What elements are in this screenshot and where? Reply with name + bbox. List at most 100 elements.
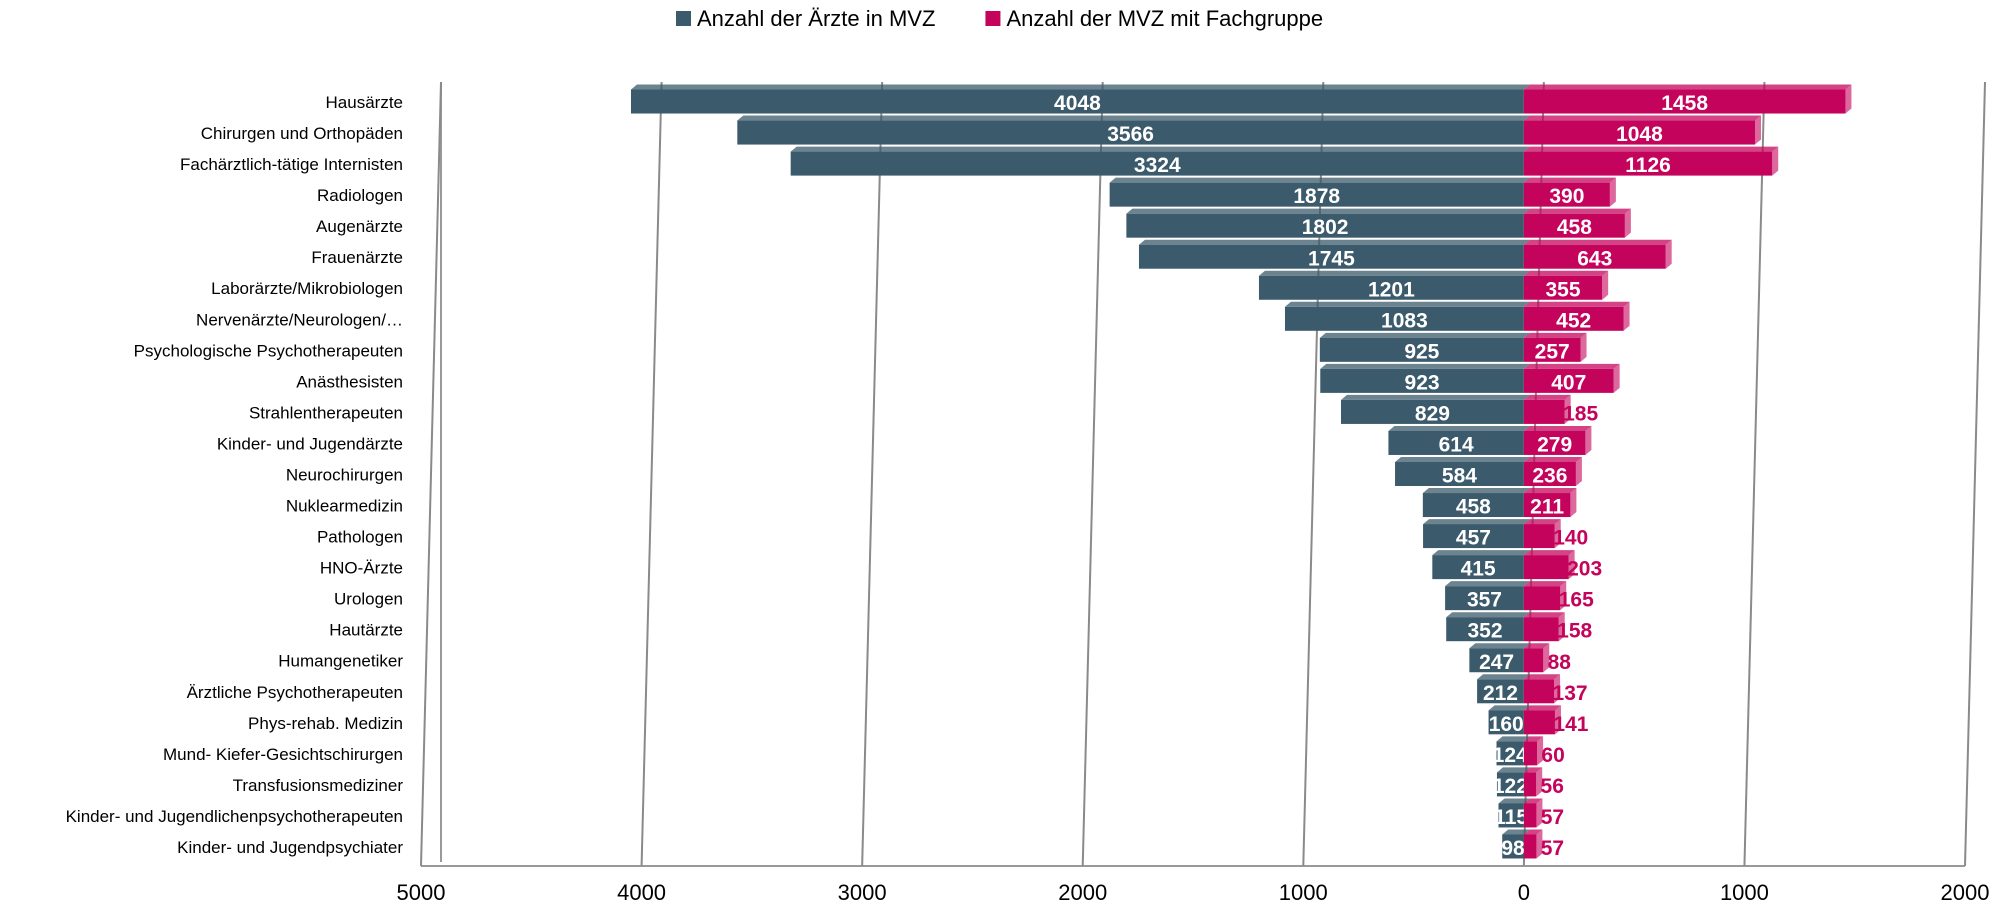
bar-side [1624,208,1631,238]
bar-top [1523,705,1561,711]
grid-line [420,81,442,867]
bar [1446,617,1524,642]
x-tick-label: 4000 [617,880,666,905]
legend-swatch [985,11,1001,26]
bar-side [1536,798,1543,828]
data-label: 257 [1535,340,1570,363]
category-label: Nervenärzte/Neurologen/… [196,310,403,329]
data-label: 1201 [1368,278,1415,301]
bar [1523,679,1555,704]
bar-top [1523,301,1630,307]
data-label: 60 [1541,744,1564,767]
category-label: Nuklearmedizin [286,497,403,516]
bar [1423,524,1524,549]
bar [1523,617,1559,642]
data-label: 1802 [1302,216,1349,239]
bar-top [1395,457,1530,462]
category-label: Kinder- und Jugendpsychiater [177,838,403,857]
bar [1523,462,1576,486]
bar [1422,493,1524,518]
bar-top [1523,457,1582,462]
bar [1523,741,1538,766]
bar-top [1126,208,1530,214]
bar [1341,399,1524,424]
grid-line [861,81,884,867]
category-label: Phys-rehab. Medizin [248,714,403,733]
data-label: 584 [1442,465,1477,488]
bar-top [790,146,1530,152]
data-label: 357 [1467,589,1502,612]
bar-top [1523,84,1852,90]
data-label: 3324 [1134,154,1181,177]
legend-swatch [676,11,691,26]
bar [1320,368,1524,393]
category-label: Ärztliche Psychotherapeuten [187,683,403,702]
data-label: 88 [1548,651,1572,674]
bar-top [1422,488,1530,494]
bar-top [630,84,1530,90]
category-label: Kinder- und Jugendlichenpsychotherapeute… [66,807,403,826]
x-tick-label: 5000 [397,880,446,905]
category-label: Anästhesisten [296,372,403,391]
data-label: 407 [1551,371,1586,394]
bar [1388,430,1524,455]
bar [1523,275,1603,300]
bar-top [1523,736,1544,742]
data-label: 614 [1439,434,1474,457]
bar-top [1523,146,1779,152]
data-label: 279 [1537,434,1572,457]
bar [1523,337,1581,362]
bar-top [1523,581,1567,587]
bar-top [1258,270,1530,276]
bar [1523,368,1614,393]
category-label: Chirurgen und Orthopäden [201,124,403,143]
category-label: Strahlentherapeuten [249,403,403,422]
data-label: 829 [1415,402,1450,425]
category-label: Kinder- und Jugendärzte [217,434,403,453]
data-label: 458 [1456,496,1491,519]
bar-top [1320,363,1530,369]
bar-top [1109,177,1530,183]
bar [1523,306,1624,331]
bar [1523,213,1625,238]
bar-side [1536,767,1543,797]
legend-label: Anzahl der Ärzte in MVZ [697,6,935,31]
bar-top [1523,270,1609,276]
bar-top [1523,829,1543,835]
bar-side [1536,829,1543,859]
x-tick-label: 2000 [1058,880,1107,905]
data-label: 160 [1489,713,1524,736]
bar-top [1488,705,1530,711]
data-label: 158 [1557,620,1592,643]
data-label: 3566 [1107,123,1154,146]
data-label: 57 [1541,837,1564,860]
bar [1523,182,1610,207]
bar [630,89,1524,114]
bar [1523,772,1537,797]
bar [1523,803,1537,828]
bar-top [1523,612,1565,618]
bar [1496,772,1524,797]
grid-line [1743,81,1766,867]
bar [1523,430,1586,455]
bar-top [1341,394,1530,400]
category-label: Urologen [334,590,403,609]
bar [790,151,1524,176]
bar-top [1523,519,1561,525]
bar-side [1564,394,1571,424]
data-label: 211 [1530,496,1564,519]
bar-side [1570,488,1577,518]
bar-top [1477,674,1530,680]
bar-top [1502,829,1530,835]
bar-top [1523,488,1577,494]
bar [1496,741,1524,766]
data-label: 185 [1563,402,1598,425]
data-label: 236 [1532,465,1567,488]
data-label: 1126 [1625,154,1671,177]
bar [1469,648,1524,673]
bar-side [1585,425,1592,455]
bar [1488,710,1524,735]
bar [737,120,1524,145]
data-label: 390 [1549,185,1584,208]
